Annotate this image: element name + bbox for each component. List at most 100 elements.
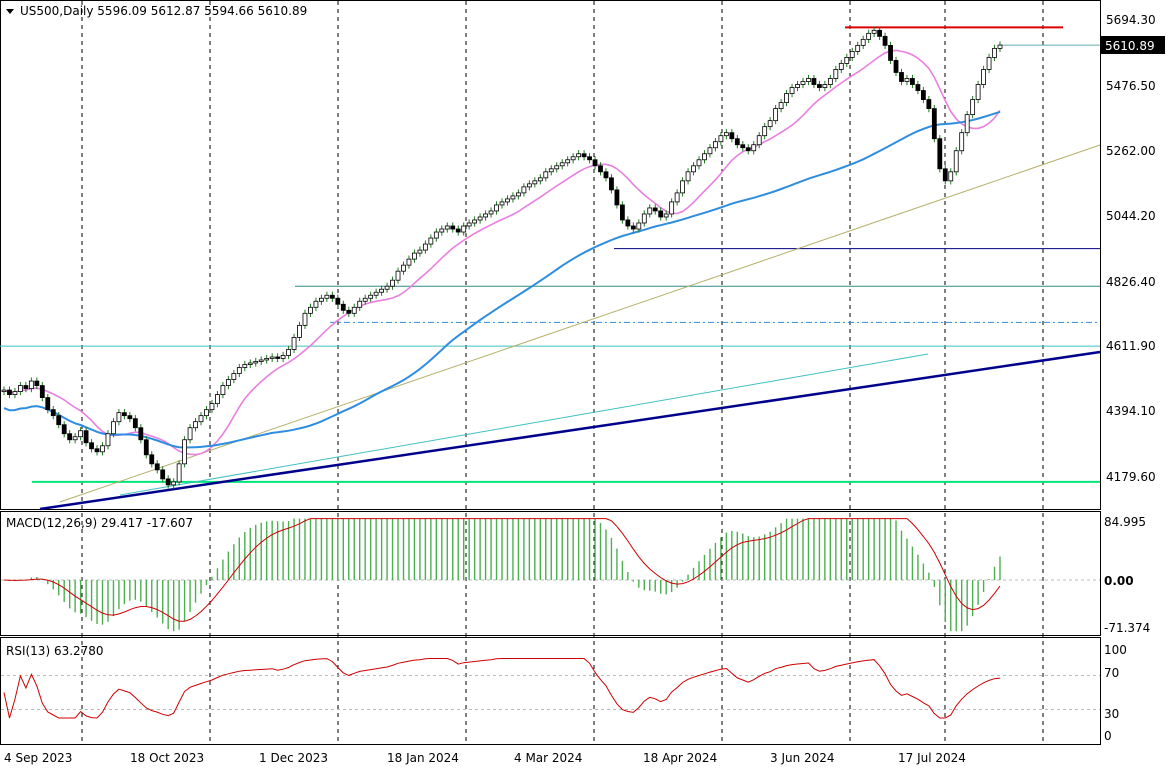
candle-body	[494, 204, 499, 212]
candle-body	[740, 144, 746, 149]
candle-body	[767, 120, 773, 128]
candle-body	[269, 356, 275, 359]
candle-body	[505, 198, 510, 203]
macd-title: MACD(12,26,9) 29.417 -17.607	[6, 516, 193, 530]
candle-body	[510, 195, 516, 200]
date-label: 1 Dec 2023	[259, 751, 328, 765]
candle-body	[630, 225, 636, 230]
candle-body	[729, 132, 735, 140]
trend-line	[119, 353, 929, 496]
candle-body	[215, 394, 220, 405]
candle-body	[734, 138, 740, 146]
candle-body	[477, 216, 483, 221]
candle-body	[745, 147, 751, 152]
candle-body	[302, 312, 308, 326]
date-label: 18 Oct 2023	[130, 751, 204, 765]
candle-body	[685, 171, 691, 182]
candle-body	[707, 147, 713, 155]
candle-body	[160, 469, 166, 480]
candle-body	[362, 297, 368, 302]
candle-body	[592, 159, 598, 167]
candle-body	[12, 391, 18, 395]
candle-body	[565, 159, 571, 164]
candle-body	[559, 162, 565, 167]
date-label: 17 Jul 2024	[898, 751, 966, 765]
candle-body	[860, 38, 866, 46]
last-price-tag	[1101, 36, 1165, 54]
candle-body	[658, 210, 664, 218]
candle-body	[975, 84, 981, 100]
candle-body	[964, 114, 970, 134]
candle-body	[795, 84, 800, 88]
candle-body	[72, 436, 78, 441]
candle-body	[997, 44, 1003, 49]
candle-body	[882, 35, 888, 46]
candle-body	[291, 336, 297, 350]
candle-body	[516, 192, 521, 197]
candle-body	[18, 385, 23, 392]
candle-body	[871, 29, 877, 34]
date-label: 18 Jan 2024	[387, 751, 459, 765]
candle-body	[696, 159, 702, 167]
candle-body	[614, 189, 620, 206]
candle-body	[198, 415, 204, 423]
candle-body	[61, 424, 67, 435]
candle-body	[483, 213, 488, 218]
candle-body	[702, 153, 707, 161]
candle-body	[838, 63, 844, 70]
rsi-panel-frame	[0, 637, 1101, 745]
candle-body	[576, 153, 582, 158]
symbol-header: US500,Daily 5596.09 5612.87 5594.66 5610…	[20, 4, 307, 18]
macd-signal-line	[3, 518, 1001, 622]
candle-body	[395, 270, 401, 281]
candle-body	[959, 132, 965, 152]
candle-body	[784, 93, 789, 103]
candle-body	[581, 153, 587, 158]
candle-body	[543, 171, 549, 179]
candle-body	[422, 243, 428, 251]
candle-body	[143, 439, 149, 456]
candle-body	[756, 135, 762, 146]
candle-body	[193, 421, 198, 429]
candle-body	[368, 294, 374, 299]
candle-body	[811, 78, 817, 85]
candle-body	[50, 409, 56, 417]
vertical-grid	[81, 1, 1044, 744]
candle-body	[357, 300, 363, 308]
candle-body	[888, 44, 893, 61]
candle-body	[149, 454, 155, 465]
macd-tick-label: 84.995	[1104, 515, 1146, 529]
candle-body	[915, 84, 921, 91]
candle-body	[401, 264, 406, 272]
candle-body	[67, 433, 73, 441]
symbol-dropdown-icon[interactable]	[6, 9, 14, 14]
candle-body	[187, 427, 193, 441]
candle-body	[942, 168, 948, 182]
price-tick-label: 5262.00	[1106, 144, 1156, 158]
candle-body	[313, 300, 319, 308]
candle-body	[598, 165, 603, 173]
candle-body	[275, 356, 281, 359]
candle-body	[1, 389, 7, 392]
candle-body	[78, 430, 84, 438]
trend-line	[39, 350, 1101, 511]
candle-body	[619, 204, 625, 221]
candle-body	[23, 385, 29, 389]
candle-body	[83, 430, 89, 444]
candle-body	[789, 87, 795, 94]
candle-body	[537, 177, 543, 182]
price-axis: 5694.30 5476.50 5262.00 5044.20 4826.40 …	[1106, 13, 1156, 484]
candle-body	[554, 165, 560, 170]
candle-body	[132, 418, 138, 429]
rsi-tick-label: 30	[1104, 707, 1119, 721]
macd-panel-frame	[0, 511, 1101, 636]
ma-slow-line	[3, 110, 1001, 449]
rsi-tick-label: 70	[1104, 666, 1119, 680]
candle-body	[455, 228, 461, 233]
candle-body	[116, 412, 122, 423]
candle-body	[920, 90, 926, 100]
candle-body	[236, 367, 242, 374]
candle-body	[351, 306, 357, 314]
price-tick-label: 5694.30	[1106, 13, 1156, 27]
